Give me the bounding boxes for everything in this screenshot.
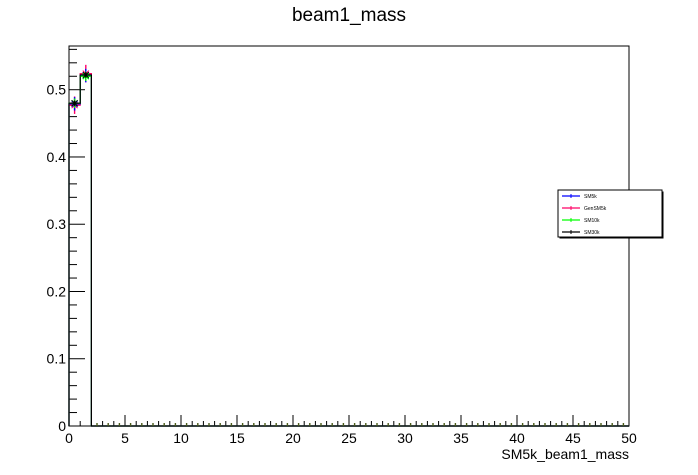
- marker-x2-SM30k: [71, 99, 78, 107]
- x-tick-label: 15: [229, 430, 245, 446]
- y-tick-label: 0.3: [47, 216, 67, 232]
- x-tick-label: 45: [565, 430, 581, 446]
- y-tick-label: 0.5: [47, 82, 67, 98]
- legend-box: [557, 189, 663, 238]
- legend-label-GenSM5k: GenSM5k: [584, 206, 607, 212]
- x-tick-label: 35: [453, 430, 469, 446]
- histogram-step-SM5k: [68, 74, 629, 427]
- x-tick-label: 10: [173, 430, 189, 446]
- data-markers: [69, 64, 91, 114]
- x-tick-label: 5: [121, 430, 129, 446]
- x-tick-label: 30: [397, 430, 413, 446]
- x-tick-label: 0: [65, 430, 73, 446]
- legend-label-SM10k: SM10k: [584, 218, 600, 224]
- x-axis-title: SM5k_beam1_mass: [501, 446, 629, 462]
- legend-label-SM5k: SM5k: [584, 194, 597, 200]
- histogram-step-SM10k: [68, 75, 629, 427]
- x-tick-label: 50: [621, 430, 637, 446]
- y-tick-label: 0: [58, 418, 66, 434]
- chart-title: beam1_mass: [292, 5, 406, 26]
- marker-x2-SM30k: [82, 71, 90, 79]
- y-tick-label: 0.1: [47, 351, 67, 367]
- plot-frame: [68, 45, 630, 427]
- legend-label-SM30k: SM30k: [584, 230, 600, 236]
- histogram-step-GenSM5k: [68, 72, 629, 427]
- y-tick-label: 0.4: [47, 149, 67, 165]
- y-tick-label: 0.2: [47, 283, 67, 299]
- x-tick-label: 20: [285, 430, 301, 446]
- x-tick-label: 25: [341, 430, 357, 446]
- histogram-bars: [68, 72, 629, 427]
- histogram-step-SM30k: [68, 74, 629, 427]
- legend: SM5k GenSM5k SM10k SM30k: [557, 189, 664, 239]
- axes: 0 5 10 15 20 25 30 35 40 45 50 0 0.1 0.2 0.3 0.4 0.5: [47, 45, 637, 446]
- x-tick-label: 40: [509, 430, 525, 446]
